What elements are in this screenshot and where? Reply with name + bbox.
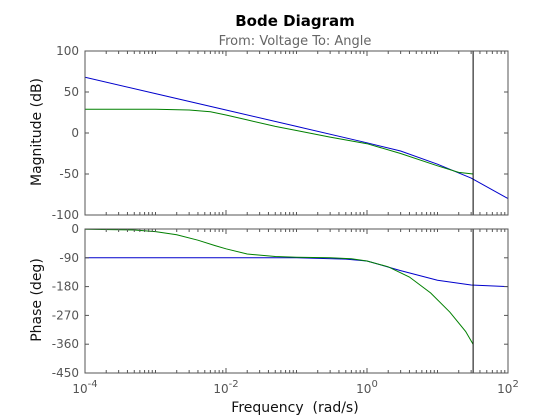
- magnitude-y-tick-label: -100: [52, 208, 79, 222]
- magnitude-plot-area: [85, 51, 508, 215]
- x-axis-label: Frequency (rad/s): [231, 400, 358, 416]
- phase-y-tick-label: -450: [52, 366, 79, 380]
- magnitude-series-blue-line: [85, 76, 508, 200]
- phase-y-axis-label: Phase (deg): [29, 258, 45, 342]
- magnitude-y-tick-label: 100: [56, 44, 79, 58]
- magnitude-y-axis-label: Magnitude (dB): [29, 78, 45, 186]
- phase-y-tick-label: -360: [52, 337, 79, 351]
- x-tick-label: 102: [497, 379, 519, 396]
- magnitude-panel: 100 50 0 -50 -100: [52, 44, 509, 222]
- x-tick-label: 10-2: [213, 379, 238, 396]
- phase-y-tick-label: -270: [52, 308, 79, 322]
- phase-plot-area: [85, 229, 508, 373]
- x-tick-label: 10-4: [72, 379, 97, 396]
- magnitude-y-tick-label: -50: [59, 167, 79, 181]
- x-tick-label: 100: [356, 379, 378, 396]
- phase-y-tick-label: 0: [71, 222, 79, 236]
- phase-series-green-line: [85, 229, 474, 345]
- phase-y-tick-label: -90: [59, 251, 79, 265]
- magnitude-series-green-line: [85, 108, 474, 175]
- chart-title: Bode Diagram: [235, 12, 354, 30]
- magnitude-y-tick-label: 50: [64, 85, 79, 99]
- chart-subtitle: From: Voltage To: Angle: [219, 34, 372, 49]
- magnitude-y-tick-label: 0: [71, 126, 79, 140]
- phase-y-tick-label: -180: [52, 280, 79, 294]
